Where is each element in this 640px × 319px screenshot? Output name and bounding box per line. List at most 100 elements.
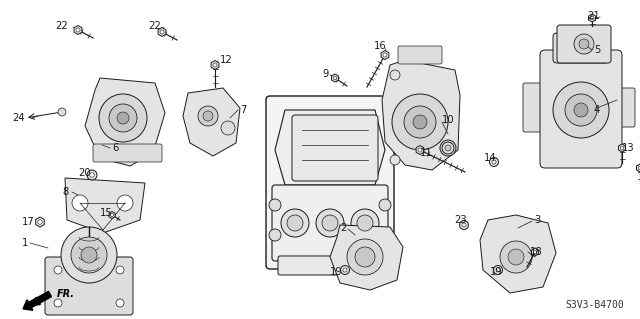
- Circle shape: [76, 28, 80, 32]
- Circle shape: [340, 265, 349, 275]
- Circle shape: [492, 160, 496, 164]
- FancyBboxPatch shape: [266, 96, 394, 269]
- Circle shape: [462, 223, 466, 227]
- FancyBboxPatch shape: [557, 25, 611, 63]
- FancyBboxPatch shape: [45, 257, 133, 315]
- Circle shape: [590, 16, 594, 20]
- Circle shape: [203, 111, 213, 121]
- Circle shape: [579, 39, 589, 49]
- Circle shape: [221, 121, 235, 135]
- Circle shape: [383, 53, 387, 57]
- Circle shape: [351, 209, 379, 237]
- Text: 22: 22: [148, 21, 161, 31]
- Circle shape: [533, 250, 537, 254]
- FancyBboxPatch shape: [540, 50, 622, 168]
- FancyArrow shape: [23, 291, 51, 310]
- Circle shape: [508, 249, 524, 265]
- Text: 22: 22: [55, 21, 68, 31]
- Circle shape: [379, 229, 391, 241]
- Polygon shape: [382, 60, 460, 170]
- Circle shape: [54, 266, 62, 274]
- Circle shape: [490, 158, 499, 167]
- Circle shape: [116, 299, 124, 307]
- Polygon shape: [65, 178, 145, 233]
- Circle shape: [316, 209, 344, 237]
- Circle shape: [58, 108, 66, 116]
- Circle shape: [404, 106, 436, 138]
- Circle shape: [445, 145, 451, 151]
- Circle shape: [347, 239, 383, 275]
- Circle shape: [269, 199, 281, 211]
- Polygon shape: [275, 110, 385, 185]
- Text: 10: 10: [442, 115, 454, 125]
- Circle shape: [442, 142, 454, 154]
- Text: 11: 11: [420, 148, 433, 158]
- Circle shape: [333, 76, 337, 80]
- Text: 6: 6: [112, 143, 118, 153]
- Circle shape: [390, 155, 400, 165]
- Polygon shape: [381, 50, 389, 60]
- Circle shape: [72, 195, 88, 211]
- Polygon shape: [332, 74, 339, 82]
- Circle shape: [620, 146, 624, 150]
- Polygon shape: [36, 217, 44, 227]
- Polygon shape: [480, 215, 556, 293]
- Text: FR.: FR.: [57, 289, 75, 299]
- Circle shape: [460, 220, 468, 229]
- Circle shape: [281, 209, 309, 237]
- Circle shape: [379, 199, 391, 211]
- Circle shape: [111, 213, 113, 217]
- Polygon shape: [158, 27, 166, 36]
- Circle shape: [322, 215, 338, 231]
- Text: 9: 9: [322, 69, 328, 79]
- Text: 7: 7: [240, 105, 246, 115]
- Text: 13: 13: [622, 143, 635, 153]
- Text: 12: 12: [220, 55, 233, 65]
- Circle shape: [440, 140, 456, 156]
- Circle shape: [99, 94, 147, 142]
- Circle shape: [213, 63, 217, 67]
- Polygon shape: [183, 88, 240, 156]
- Circle shape: [54, 299, 62, 307]
- Text: 1: 1: [22, 238, 28, 248]
- Circle shape: [496, 268, 500, 272]
- Circle shape: [81, 247, 97, 263]
- FancyBboxPatch shape: [398, 46, 442, 64]
- Polygon shape: [109, 211, 115, 219]
- Text: 3: 3: [534, 215, 540, 225]
- Text: 17: 17: [22, 217, 35, 227]
- Circle shape: [413, 115, 427, 129]
- Polygon shape: [416, 145, 424, 154]
- Circle shape: [160, 30, 164, 34]
- Circle shape: [269, 229, 281, 241]
- Circle shape: [109, 104, 137, 132]
- Circle shape: [355, 247, 375, 267]
- FancyBboxPatch shape: [613, 88, 635, 127]
- Circle shape: [390, 70, 400, 80]
- Circle shape: [574, 34, 594, 54]
- Text: 14: 14: [484, 153, 497, 163]
- Text: 18: 18: [530, 247, 543, 257]
- Polygon shape: [618, 144, 625, 152]
- Text: 5: 5: [594, 45, 600, 55]
- Circle shape: [87, 170, 97, 180]
- Circle shape: [493, 265, 502, 275]
- Circle shape: [343, 268, 347, 272]
- Circle shape: [90, 173, 94, 177]
- Circle shape: [565, 94, 597, 126]
- Polygon shape: [637, 164, 640, 172]
- Circle shape: [574, 103, 588, 117]
- Circle shape: [116, 266, 124, 274]
- Circle shape: [392, 94, 448, 150]
- Polygon shape: [330, 225, 403, 290]
- Circle shape: [553, 82, 609, 138]
- Circle shape: [418, 148, 422, 152]
- Text: S3V3-B4700: S3V3-B4700: [565, 300, 624, 310]
- Polygon shape: [589, 14, 595, 22]
- FancyBboxPatch shape: [93, 144, 162, 162]
- Text: 8: 8: [62, 187, 68, 197]
- Polygon shape: [85, 78, 165, 166]
- Polygon shape: [211, 61, 219, 70]
- Circle shape: [500, 241, 532, 273]
- Circle shape: [357, 215, 373, 231]
